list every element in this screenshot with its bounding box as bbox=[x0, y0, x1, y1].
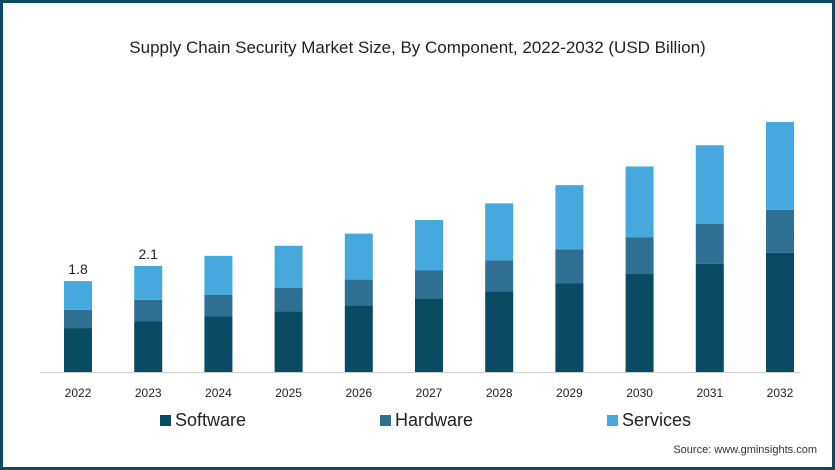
x-tick-label: 2028 bbox=[486, 386, 513, 400]
bar-services-2028 bbox=[485, 203, 514, 261]
legend-swatch-services bbox=[607, 415, 618, 426]
legend-swatch-software bbox=[160, 415, 171, 426]
bar-hardware-2030 bbox=[625, 237, 654, 275]
bar-software-2031 bbox=[695, 263, 724, 372]
bar-software-2025 bbox=[274, 311, 303, 372]
bar-software-2030 bbox=[625, 274, 654, 372]
x-tick-label: 2023 bbox=[135, 386, 162, 400]
bar-software-2026 bbox=[344, 305, 373, 372]
x-tick-label: 2026 bbox=[345, 386, 372, 400]
bar-software-2027 bbox=[415, 298, 443, 372]
bar-hardware-2031 bbox=[695, 224, 724, 264]
bar-hardware-2029 bbox=[555, 249, 584, 284]
legend-item-hardware: Hardware bbox=[380, 410, 473, 431]
bar-software-2023 bbox=[134, 321, 163, 372]
chart-title: Supply Chain Security Market Size, By Co… bbox=[129, 38, 706, 57]
bar-software-2022 bbox=[64, 328, 92, 372]
x-tick-label: 2031 bbox=[696, 386, 723, 400]
x-tick-label: 2024 bbox=[205, 386, 232, 400]
bar-services-2024 bbox=[204, 255, 233, 295]
x-tick-label: 2025 bbox=[275, 386, 302, 400]
bar-services-2026 bbox=[344, 233, 373, 280]
bar-services-2031 bbox=[695, 145, 724, 225]
x-tick-label: 2030 bbox=[626, 386, 653, 400]
source-note: Source: www.gminsights.com bbox=[673, 444, 817, 456]
bar-hardware-2022 bbox=[64, 309, 92, 329]
bar-hardware-2024 bbox=[204, 294, 233, 317]
bar-software-2024 bbox=[204, 316, 233, 372]
bar-software-2029 bbox=[555, 283, 584, 372]
legend-label-services: Services bbox=[622, 410, 692, 430]
bar-services-2022 bbox=[64, 281, 92, 310]
x-tick-label: 2029 bbox=[556, 386, 583, 400]
bar-services-2029 bbox=[555, 185, 584, 250]
x-tick-label: 2022 bbox=[65, 386, 92, 400]
bar-hardware-2028 bbox=[485, 260, 514, 292]
data-label: 2.1 bbox=[138, 246, 158, 262]
bar-software-2032 bbox=[766, 252, 794, 372]
bar-services-2032 bbox=[766, 122, 794, 210]
bar-services-2023 bbox=[134, 265, 163, 300]
legend-item-software: Software bbox=[160, 410, 246, 431]
bar-services-2030 bbox=[625, 166, 654, 238]
bar-hardware-2025 bbox=[274, 287, 303, 312]
bar-services-2025 bbox=[274, 245, 303, 288]
bar-hardware-2032 bbox=[766, 209, 794, 253]
x-tick-label: 2032 bbox=[767, 386, 794, 400]
legend-label-software: Software bbox=[175, 410, 247, 430]
bar-hardware-2026 bbox=[344, 279, 373, 306]
legend-label-hardware: Hardware bbox=[395, 410, 474, 430]
x-tick-label: 2027 bbox=[416, 386, 443, 400]
data-label: 1.8 bbox=[68, 261, 88, 277]
bar-hardware-2023 bbox=[134, 299, 163, 322]
legend-swatch-hardware bbox=[380, 415, 391, 426]
legend-item-services: Services bbox=[607, 410, 691, 431]
bar-hardware-2027 bbox=[415, 270, 443, 299]
bar-services-2027 bbox=[415, 219, 443, 271]
legend: Software Hardware Services bbox=[0, 410, 835, 436]
bar-software-2028 bbox=[485, 291, 514, 372]
